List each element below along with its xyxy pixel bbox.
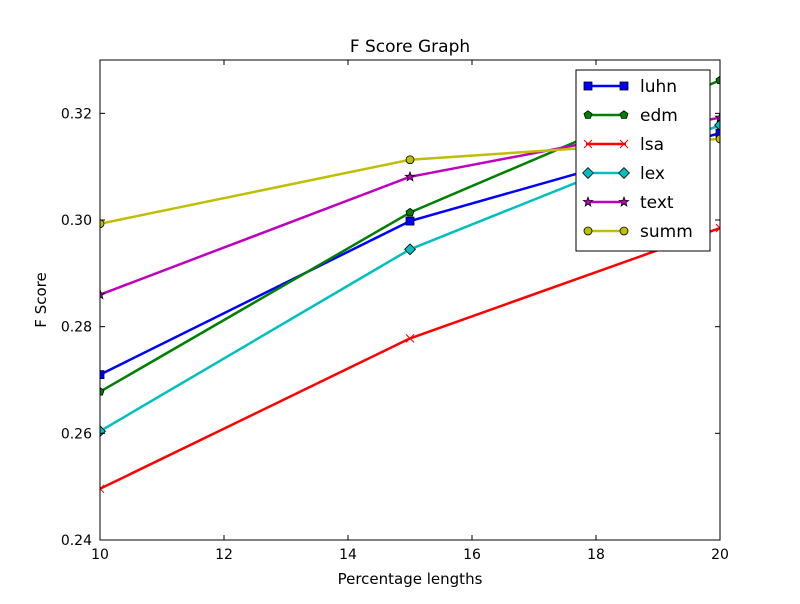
legend-item-lsa: lsa [583,135,664,155]
legend-label: luhn [640,77,677,97]
data-point-lsa [100,484,105,494]
legend-item-lex: lex [582,164,665,184]
data-point-edm [405,207,415,217]
legend-item-summ: summ [583,222,693,242]
data-point-edm [100,387,105,396]
legend-marker [582,167,594,179]
legend-item-luhn: luhn [583,77,677,97]
data-point-text [404,170,416,182]
legend-box [575,69,711,252]
legend-label: lex [640,164,665,184]
legend-marker [583,226,593,236]
legend-label: edm [640,106,678,126]
legend-marker [618,167,630,179]
legend-item-edm: edm [583,106,678,126]
data-point-lsa [405,334,415,343]
legend-marker [583,81,593,91]
legend-marker [582,196,594,207]
data-point-lex [714,119,720,132]
chart-title: F Score Graph [350,37,470,57]
plot-frame [99,59,721,541]
y-tick-label: 0.26 [61,426,92,442]
legend-marker [619,81,629,91]
data-point-lex [404,243,416,256]
y-tick-label: 0.28 [61,320,92,336]
data-point-summ [100,219,105,229]
data-point-lsa [715,223,720,233]
legend-label: lsa [640,135,664,155]
y-tick-label: 0.32 [61,106,92,122]
legend-marker [583,110,593,119]
series-line-lsa [100,226,720,490]
legend-marker [619,226,629,236]
series-lsa [100,223,720,494]
ticks-layer: 10 12 14 16 18 20 0.24 0.26 0.28 0.30 0.32 [61,60,729,563]
x-tick-label: 12 [215,547,233,563]
y-tick-label: 0.24 [61,533,92,549]
y-axis-label: F Score [32,272,50,327]
legend-label: summ [640,222,693,242]
x-axis-label: Percentage lengths [338,570,483,588]
data-point-luhn [715,128,720,138]
x-tick-label: 16 [463,547,481,563]
x-tick-label: 20 [711,547,729,563]
data-point-edm [715,75,720,85]
data-point-summ [405,155,415,165]
data-point-luhn [405,216,415,226]
y-tick-label: 0.30 [61,213,92,229]
legend-marker [618,196,630,207]
data-point-luhn [100,370,105,380]
data-point-text [100,288,106,300]
legend-marker [583,139,593,149]
x-tick-label: 10 [91,547,109,563]
data-point-summ [715,134,720,144]
data-point-lex [100,425,106,438]
x-tick-label: 18 [587,547,605,563]
legend-marker [619,139,629,149]
legend-label: text [640,193,674,213]
legend-marker [619,110,629,119]
x-tick-label: 14 [339,547,357,563]
data-point-text [714,111,720,123]
legend-item-text: text [582,193,674,213]
legend: luhn edm lsa lex text summ [575,69,711,252]
